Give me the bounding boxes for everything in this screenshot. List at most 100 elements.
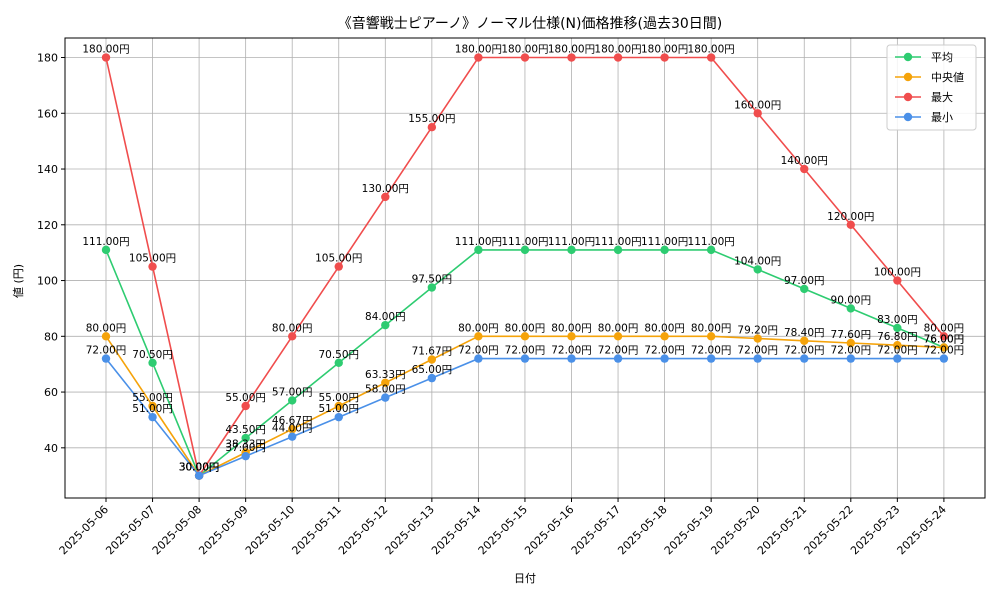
data-point — [893, 341, 902, 350]
data-point — [613, 53, 623, 62]
x-axis: 2025-05-062025-05-072025-05-082025-05-09… — [57, 498, 949, 557]
data-point — [241, 433, 250, 443]
data-label: 72.00円 — [505, 345, 546, 357]
data-point — [613, 332, 623, 341]
data-label: 65.00円 — [412, 364, 453, 376]
data-label: 55.00円 — [225, 392, 266, 404]
data-point — [800, 336, 809, 345]
y-tick-label: 120 — [37, 219, 58, 232]
grid — [65, 38, 985, 498]
y-axis-label: 値 (円) — [12, 264, 25, 298]
data-label: 180.00円 — [688, 44, 735, 56]
data-label: 77.60円 — [831, 329, 872, 341]
data-label: 72.00円 — [86, 345, 127, 357]
data-label: 72.00円 — [644, 345, 685, 357]
data-point — [241, 401, 250, 411]
legend-swatch-marker — [903, 72, 913, 82]
data-point — [334, 358, 343, 367]
data-point — [194, 471, 204, 480]
data-point — [893, 323, 902, 333]
data-label: 37.00円 — [225, 442, 266, 454]
legend-swatch-marker — [903, 52, 913, 62]
data-label: 70.50円 — [318, 349, 359, 361]
data-point — [520, 245, 530, 255]
data-label: 76.80円 — [877, 331, 918, 343]
data-point — [520, 332, 530, 341]
data-point — [241, 451, 250, 461]
data-point — [706, 245, 716, 255]
data-label: 180.00円 — [82, 44, 129, 56]
x-axis-label: 日付 — [514, 572, 536, 585]
data-label: 78.40円 — [784, 327, 825, 339]
data-label: 180.00円 — [548, 44, 595, 56]
data-label: 76.00円 — [924, 333, 965, 345]
data-label: 72.00円 — [831, 345, 872, 357]
y-tick-label: 60 — [44, 386, 58, 399]
data-label: 80.00円 — [272, 322, 313, 334]
y-tick-label: 80 — [44, 330, 58, 343]
y-axis: 40 60 80 100 120 140 160 180 — [37, 52, 65, 455]
data-label: 180.00円 — [594, 44, 641, 56]
data-point — [288, 432, 297, 441]
legend-swatch-marker — [903, 92, 913, 102]
data-point — [939, 343, 949, 352]
data-label: 111.00円 — [688, 236, 735, 248]
data-label: 155.00円 — [408, 113, 455, 125]
data-point — [288, 425, 297, 434]
data-label: 30.00円 — [179, 462, 220, 474]
data-point — [427, 123, 437, 132]
data-label: 97.00円 — [784, 275, 825, 287]
legend-entry: 中央値 — [931, 71, 964, 84]
data-point — [660, 354, 669, 363]
data-point — [381, 320, 390, 330]
data-label: 80.00円 — [598, 322, 639, 334]
legend-entry: 最大 — [931, 90, 953, 104]
data-label: 105.00円 — [315, 253, 362, 265]
data-label: 97.50円 — [412, 274, 453, 286]
data-labels: 111.00円 70.50円 30.00円 43.50円 57.00円 70.50円 84.… — [82, 44, 964, 474]
data-label: 72.00円 — [924, 345, 965, 357]
data-label: 111.00円 — [548, 236, 595, 248]
data-point — [474, 354, 483, 363]
data-point — [148, 262, 157, 271]
data-label: 51.00円 — [132, 403, 173, 415]
data-point — [846, 304, 855, 313]
data-point — [427, 355, 437, 364]
y-tick-label: 40 — [44, 442, 58, 455]
data-label: 30.00円 — [179, 462, 220, 474]
data-label: 30.00円 — [179, 462, 220, 474]
data-label: 180.00円 — [641, 44, 688, 56]
data-label: 111.00円 — [82, 236, 129, 248]
data-point — [474, 53, 483, 62]
data-label: 104.00円 — [734, 255, 781, 267]
data-point — [427, 373, 437, 383]
data-point — [846, 338, 855, 348]
y-tick-label: 160 — [37, 107, 58, 120]
data-label: 80.00円 — [644, 322, 685, 334]
chart-title: 《音響戦士ピアーノ》ノーマル仕様(N)価格推移(過去30日間) — [338, 15, 722, 32]
data-label: 72.00円 — [784, 345, 825, 357]
data-label: 83.00円 — [877, 314, 918, 326]
data-point — [381, 393, 390, 402]
data-point — [334, 262, 343, 271]
data-label: 80.00円 — [924, 322, 965, 334]
data-label: 100.00円 — [874, 267, 921, 279]
legend-swatch-marker — [903, 112, 913, 122]
data-label: 80.00円 — [86, 322, 127, 334]
data-label: 84.00円 — [365, 311, 406, 323]
data-point — [753, 109, 762, 118]
data-label: 111.00円 — [641, 236, 688, 248]
data-point — [753, 265, 762, 274]
data-label: 72.00円 — [598, 345, 639, 357]
data-point — [148, 412, 157, 422]
series-group — [101, 53, 949, 480]
data-point — [939, 332, 949, 341]
data-point — [846, 354, 855, 363]
data-label: 76.00円 — [924, 333, 965, 345]
data-point — [613, 245, 623, 255]
data-label: 72.00円 — [691, 345, 732, 357]
legend-entry: 最小 — [931, 111, 953, 124]
data-label: 80.00円 — [458, 322, 499, 334]
data-point — [613, 354, 623, 363]
